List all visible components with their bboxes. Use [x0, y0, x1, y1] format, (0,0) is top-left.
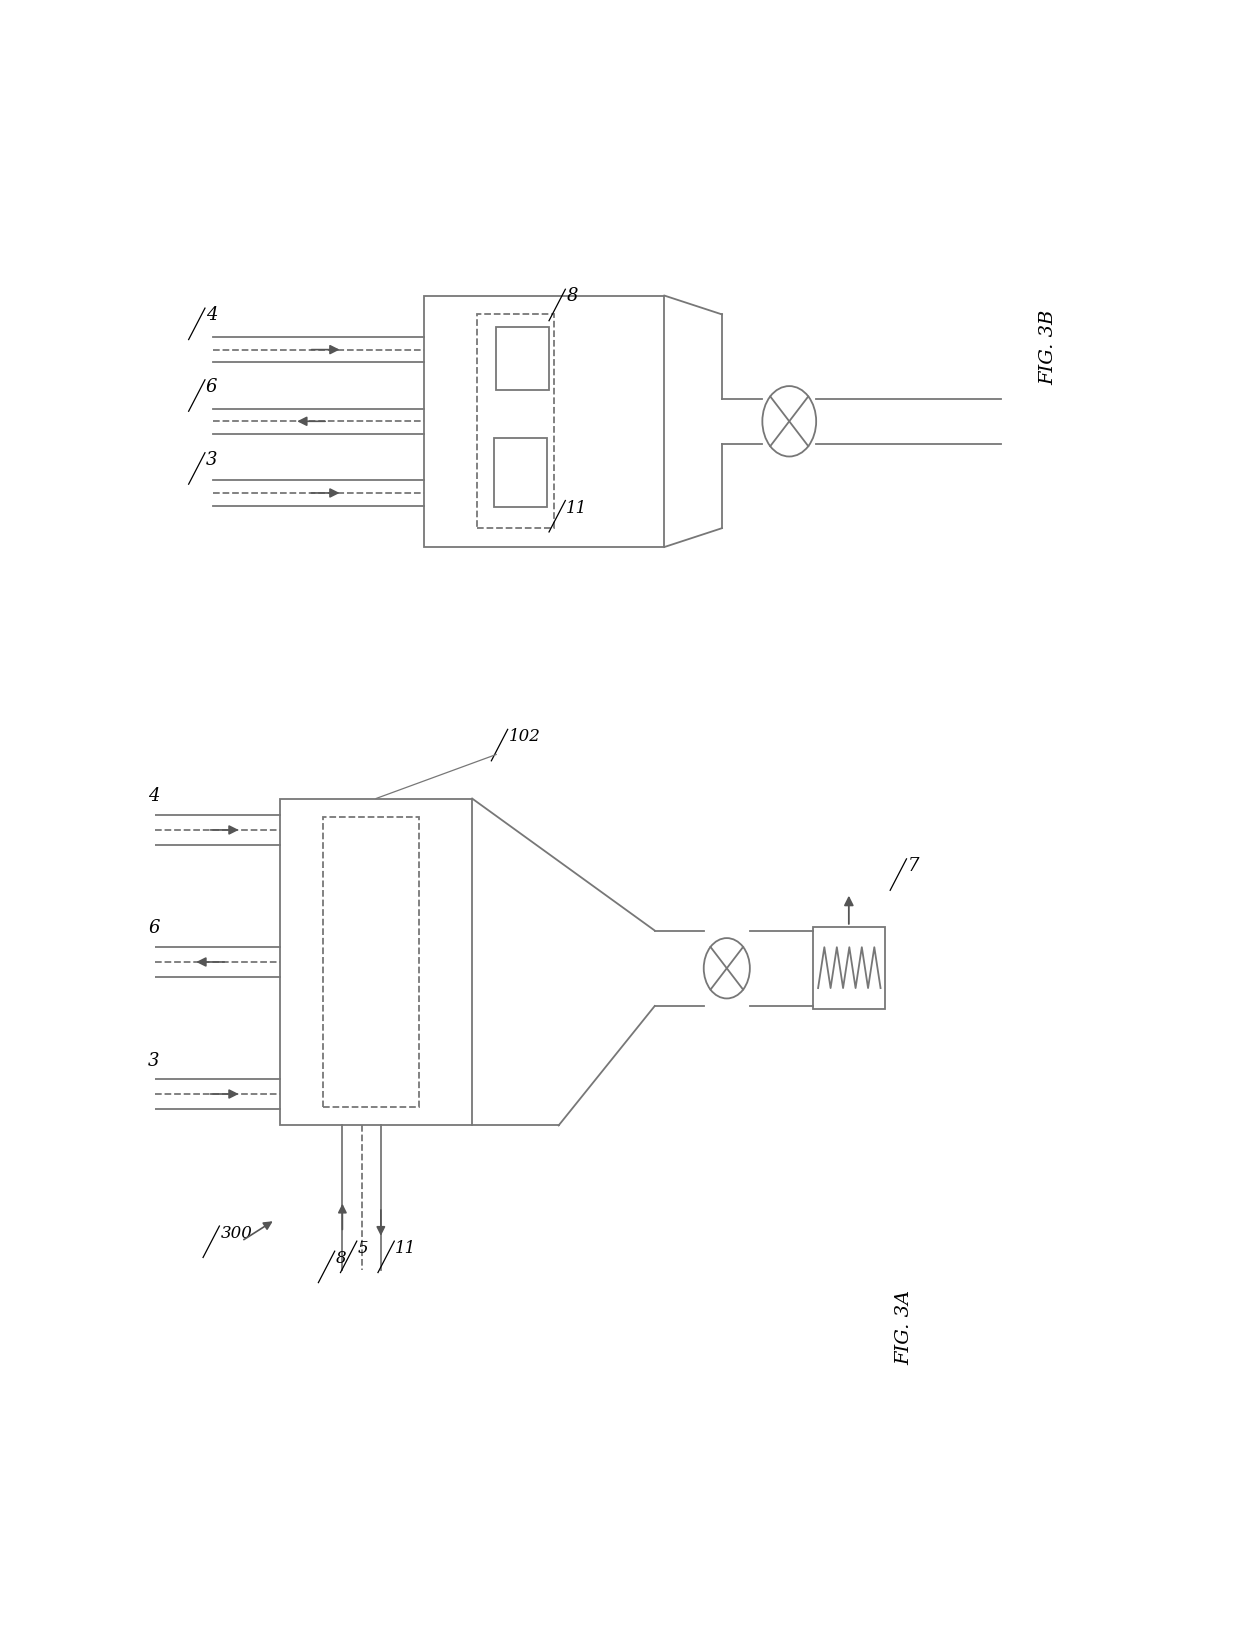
Text: 300: 300 — [221, 1224, 252, 1242]
Text: 11: 11 — [567, 499, 588, 516]
Bar — [424, 297, 665, 548]
Text: 4: 4 — [149, 787, 160, 805]
Text: FIG. 3A: FIG. 3A — [895, 1289, 914, 1364]
Text: 8: 8 — [567, 287, 578, 305]
Text: 5: 5 — [358, 1239, 368, 1257]
Text: FIG. 3B: FIG. 3B — [1039, 308, 1058, 384]
Text: 102: 102 — [508, 728, 541, 744]
Bar — [324, 818, 419, 1106]
Bar — [495, 439, 547, 508]
Bar — [477, 315, 554, 529]
Text: 4: 4 — [206, 307, 217, 325]
Text: 6: 6 — [149, 919, 160, 937]
Bar — [813, 927, 885, 1009]
Text: 7: 7 — [908, 857, 919, 875]
Text: 8: 8 — [336, 1250, 346, 1266]
Text: 11: 11 — [396, 1239, 417, 1257]
Text: 6: 6 — [206, 377, 217, 395]
Bar — [280, 800, 472, 1126]
Text: 3: 3 — [149, 1051, 160, 1069]
Circle shape — [763, 387, 816, 457]
Circle shape — [704, 938, 750, 999]
Text: 3: 3 — [206, 450, 217, 468]
Bar — [496, 328, 549, 390]
